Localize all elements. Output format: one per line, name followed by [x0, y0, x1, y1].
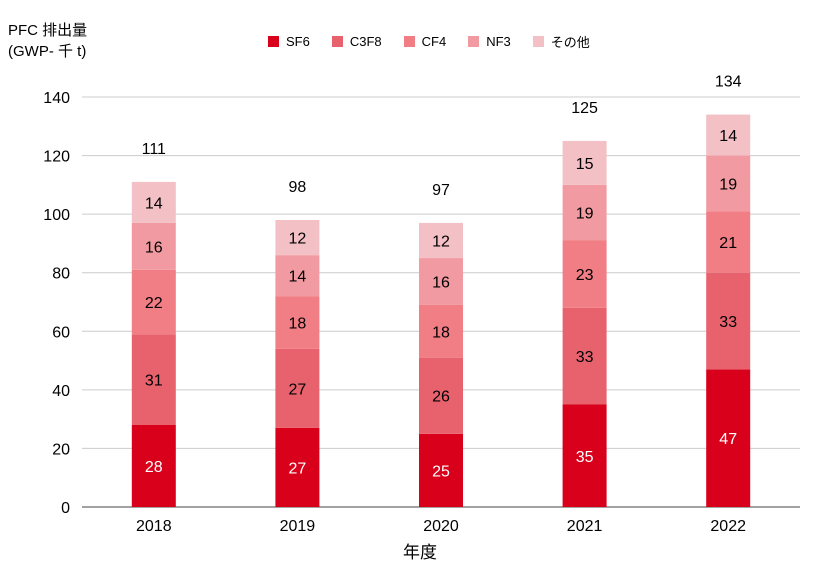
total-label: 97 — [432, 182, 450, 199]
data-label: 12 — [289, 231, 307, 248]
data-label: 14 — [145, 195, 163, 212]
data-label: 25 — [432, 463, 450, 480]
total-label: 125 — [571, 100, 598, 117]
bar-segment-cf4 — [131, 269, 176, 335]
bar-segment-c3f8 — [419, 357, 463, 434]
bar-segment-cf4 — [706, 211, 751, 273]
data-label: 18 — [289, 316, 307, 333]
bar-segment-sf6 — [706, 369, 751, 507]
data-label: 12 — [432, 234, 450, 251]
legend-label-sf6: SF6 — [286, 34, 310, 49]
legend-item-c3f8: C3F8 — [331, 34, 382, 49]
data-label: 18 — [432, 324, 450, 341]
bar-segment-c3f8 — [275, 348, 320, 428]
y-tick-label: 0 — [61, 500, 70, 517]
bar-segment-c3f8 — [131, 334, 176, 425]
bar-segment-nf3 — [706, 155, 751, 212]
bar-segment-c3f8 — [562, 307, 607, 405]
bar-segment-sf6 — [562, 404, 607, 507]
bar-segment-c3f8 — [706, 272, 751, 370]
bar-segment-other — [706, 114, 751, 156]
bar-segment-cf4 — [562, 240, 607, 308]
y-tick-label: 20 — [52, 441, 70, 458]
legend-swatch-c3f8 — [331, 36, 343, 47]
y-tick-label: 80 — [52, 266, 70, 283]
data-label: 27 — [289, 460, 307, 477]
legend-label-nf3: NF3 — [486, 34, 511, 49]
y-tick-label: 100 — [43, 207, 70, 224]
x-tick-label: 2020 — [423, 518, 459, 535]
legend-item-other: その他 — [532, 32, 590, 51]
data-label: 15 — [576, 156, 594, 173]
bar-segment-nf3 — [131, 222, 176, 270]
data-label: 21 — [719, 235, 737, 252]
total-label: 111 — [142, 141, 166, 158]
legend-item-cf4: CF4 — [403, 34, 447, 49]
x-tick-label: 2022 — [710, 518, 746, 535]
bar-segment-sf6 — [419, 433, 463, 507]
data-label: 22 — [145, 295, 163, 312]
total-label: 134 — [715, 74, 742, 91]
bar-segment-nf3 — [275, 255, 320, 297]
bar-segment-nf3 — [419, 258, 463, 305]
data-label: 16 — [145, 239, 163, 256]
legend-label-cf4: CF4 — [421, 34, 447, 49]
bar-segment-other — [275, 220, 320, 256]
y-tick-label: 120 — [43, 149, 70, 166]
legend-label-other: その他 — [550, 35, 590, 50]
bar-segment-other — [419, 222, 463, 259]
data-label: 23 — [576, 267, 594, 284]
bar-segment-sf6 — [131, 425, 176, 507]
y-axis-title-line1: PFC 排出量 — [8, 22, 88, 39]
data-label: 35 — [576, 449, 594, 466]
bar-segment-other — [131, 181, 176, 223]
data-label: 27 — [289, 381, 307, 398]
data-label: 31 — [145, 373, 163, 390]
data-label: 16 — [432, 275, 450, 292]
legend-item-nf3: NF3 — [468, 34, 511, 49]
bar-segment-cf4 — [275, 296, 320, 349]
legend-swatch-sf6 — [268, 36, 279, 47]
bar-segment-nf3 — [562, 184, 607, 241]
y-tick-label: 140 — [43, 90, 70, 107]
x-tick-label: 2018 — [136, 518, 172, 535]
legend-item-sf6: SF6 — [268, 34, 310, 49]
data-label: 33 — [576, 349, 594, 366]
y-axis-title: PFC 排出量 (GWP- 千 t) — [8, 20, 87, 62]
data-label: 47 — [719, 431, 737, 448]
legend-label-c3f8: C3F8 — [349, 34, 382, 49]
y-tick-label: 40 — [52, 383, 70, 400]
y-axis-title-line2: (GWP- 千 t) — [8, 43, 87, 60]
data-label: 19 — [719, 176, 737, 193]
bar-segment-other — [562, 140, 607, 185]
bar-segment-cf4 — [419, 304, 463, 358]
legend-swatch-cf4 — [403, 36, 415, 47]
data-label: 33 — [719, 314, 737, 331]
x-tick-label: 2019 — [280, 518, 316, 535]
data-label: 14 — [719, 128, 737, 145]
legend-swatch-nf3 — [468, 36, 480, 47]
data-label: 19 — [576, 206, 594, 223]
data-label: 14 — [289, 269, 307, 286]
bar-segment-sf6 — [275, 427, 320, 507]
data-label: 28 — [145, 459, 163, 476]
data-label: 26 — [432, 389, 450, 406]
legend: SF6 C3F8 CF4 NF3 その他 — [268, 32, 612, 51]
x-tick-label: 2021 — [567, 518, 603, 535]
x-axis-title: 年度 — [403, 543, 437, 562]
legend-swatch-other — [532, 36, 544, 47]
y-tick-label: 60 — [52, 324, 70, 341]
total-label: 98 — [289, 179, 307, 196]
